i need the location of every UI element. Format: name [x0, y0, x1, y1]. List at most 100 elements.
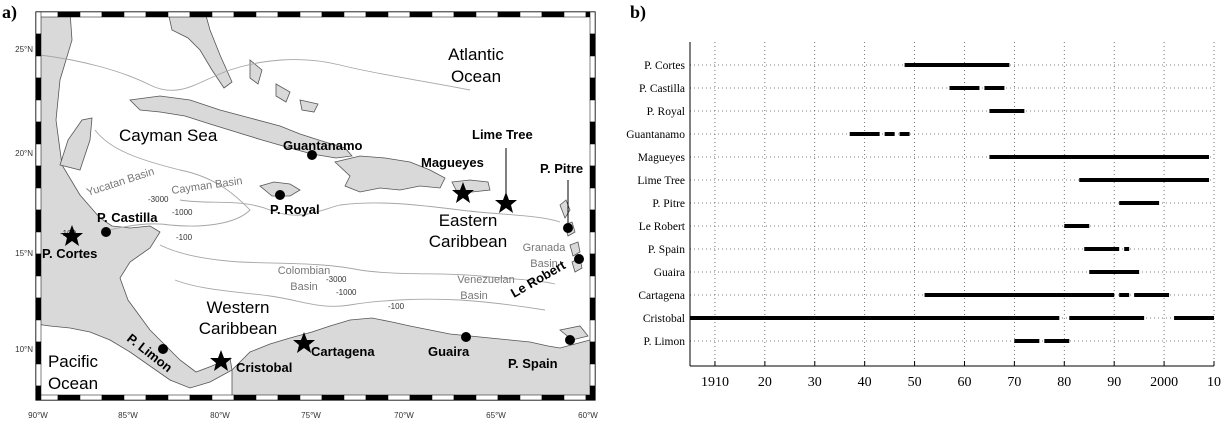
frame-tick-left — [35, 231, 42, 255]
label-lime-tree: Lime Tree — [472, 127, 533, 142]
pacific-label-1: Pacific — [48, 352, 99, 371]
label-p-cortes: P. Cortes — [42, 246, 97, 261]
frame-tick-left — [35, 33, 42, 57]
frame-tick-bottom — [189, 394, 213, 401]
frame-tick-top — [409, 11, 433, 18]
land-central-america — [35, 11, 233, 389]
frame-tick-left — [35, 341, 42, 365]
x-tick-label: 10 — [1207, 375, 1221, 390]
station-row-label: P. Pitre — [652, 198, 685, 210]
contour-label-100b: -100 — [388, 302, 405, 311]
frame-tick-bottom — [145, 394, 169, 401]
frame-tick-top — [541, 11, 565, 18]
granada-label-2: Basin — [530, 258, 558, 270]
frame-tick-right — [589, 77, 596, 101]
contour-cayman — [179, 199, 561, 223]
venezuelan-label-2: Basin — [460, 290, 488, 302]
map: 25°N 20°N 15°N 10°N 90°W 85°W 80°W 75°W … — [15, 11, 598, 420]
map-frame-ticks — [35, 11, 596, 401]
frame-tick-top — [519, 11, 543, 18]
frame-tick-right — [589, 165, 596, 189]
star-cartagena — [293, 332, 315, 353]
frame-tick-right — [589, 341, 596, 365]
contour-label-100a: -100 — [176, 233, 193, 242]
station-row-label: Magueyes — [638, 152, 686, 164]
label-cristobal: Cristobal — [236, 360, 292, 375]
star-p-cortes — [61, 225, 83, 246]
label-p-castilla: P. Castilla — [97, 210, 158, 225]
frame-tick-right — [589, 385, 596, 401]
frame-tick-bottom — [79, 394, 103, 401]
marker-guantanamo — [307, 150, 317, 160]
x-tick-label: 70 — [1007, 375, 1021, 390]
station-row-label: P. Spain — [648, 244, 685, 256]
x-tick-label: 30 — [808, 375, 822, 390]
frame-tick-top — [365, 11, 389, 18]
frame-tick-bottom — [497, 394, 521, 401]
frame-tick-right — [589, 319, 596, 343]
frame-tick-left — [35, 11, 42, 35]
land-florida — [167, 11, 233, 89]
station-row-label: Le Robert — [639, 221, 686, 233]
frame-tick-bottom — [299, 394, 323, 401]
frame-tick-right — [589, 121, 596, 145]
x-tick-label: 40 — [858, 375, 872, 390]
frame-tick-top — [321, 11, 345, 18]
frame-tick-left — [35, 319, 42, 343]
frame-tick-top — [497, 11, 521, 18]
contour-label-1000a: -1000 — [172, 208, 193, 217]
frame-tick-bottom — [409, 394, 433, 401]
star-lime-tree — [495, 192, 517, 213]
contour-yucatan — [94, 129, 251, 231]
station-row-label: P. Cortes — [644, 60, 685, 72]
pacific-label-2: Ocean — [48, 374, 98, 393]
x-tick-label: 1910 — [701, 375, 729, 390]
label-p-royal: P. Royal — [270, 202, 320, 217]
leader-lines — [505, 148, 569, 224]
frame-tick-top — [79, 11, 103, 18]
x-tick-label: 90 — [1107, 375, 1121, 390]
label-p-spain: P. Spain — [508, 356, 558, 371]
frame-tick-bottom — [123, 394, 147, 401]
frame-tick-top — [167, 11, 191, 18]
station-row-label: Guaira — [654, 267, 685, 279]
star-magueyes — [452, 182, 474, 203]
frame-tick-top — [475, 11, 499, 18]
frame-tick-bottom — [321, 394, 345, 401]
frame-tick-right — [589, 143, 596, 167]
frame-tick-top — [145, 11, 169, 18]
land-cuba — [129, 95, 353, 159]
frame-tick-bottom — [57, 394, 81, 401]
contour-atlantic — [39, 54, 471, 91]
frame-tick-top — [277, 11, 301, 18]
frame-tick-left — [35, 55, 42, 79]
atlantic-label-1: Atlantic — [448, 45, 504, 64]
frame-tick-bottom — [343, 394, 367, 401]
lon-tick-65: 65°W — [486, 411, 506, 420]
frame-tick-top — [233, 11, 257, 18]
frame-tick-right — [589, 275, 596, 299]
lon-tick-85: 85°W — [118, 411, 138, 420]
frame-tick-left — [35, 297, 42, 321]
contour-label-1000b: -1000 — [336, 288, 357, 297]
frame-tick-right — [589, 187, 596, 211]
frame-tick-left — [35, 363, 42, 387]
frame-tick-bottom — [453, 394, 477, 401]
frame-tick-top — [57, 11, 81, 18]
x-tick-label: 20 — [758, 375, 772, 390]
label-p-pitre: P. Pitre — [540, 161, 583, 176]
western-label-1: Western — [207, 298, 270, 317]
frame-tick-bottom — [519, 394, 543, 401]
frame-tick-left — [35, 187, 42, 211]
lat-tick-25: 25°N — [15, 45, 33, 54]
frame-tick-bottom — [387, 394, 411, 401]
land-masses — [35, 11, 596, 401]
frame-tick-right — [589, 231, 596, 255]
station-markers — [61, 150, 584, 371]
frame-tick-top — [431, 11, 455, 18]
station-row-label: P. Royal — [647, 106, 685, 118]
x-tick-label: 2000 — [1150, 375, 1178, 390]
station-row-label: P. Castilla — [639, 83, 685, 95]
contour-label-3000a: -3000 — [148, 195, 169, 204]
label-guantanamo: Guantanamo — [283, 138, 363, 153]
